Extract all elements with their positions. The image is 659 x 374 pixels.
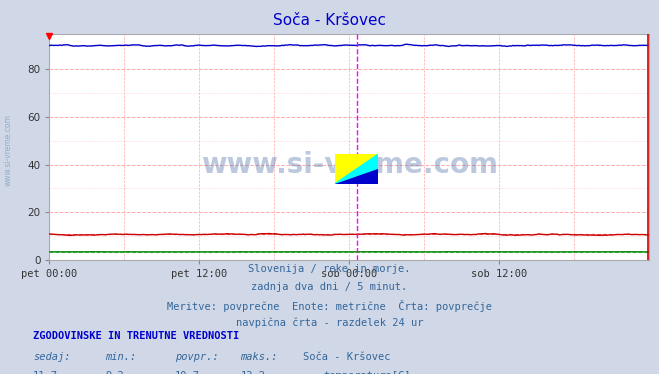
Text: zadnja dva dni / 5 minut.: zadnja dva dni / 5 minut. xyxy=(251,282,408,292)
Text: sedaj:: sedaj: xyxy=(33,352,71,362)
Polygon shape xyxy=(335,154,378,184)
Text: 11,7: 11,7 xyxy=(33,371,58,374)
Text: ZGODOVINSKE IN TRENUTNE VREDNOSTI: ZGODOVINSKE IN TRENUTNE VREDNOSTI xyxy=(33,331,239,341)
Polygon shape xyxy=(335,154,378,184)
Text: Slovenija / reke in morje.: Slovenija / reke in morje. xyxy=(248,264,411,274)
Text: www.si-vreme.com: www.si-vreme.com xyxy=(201,151,498,179)
Text: maks.:: maks.: xyxy=(241,352,278,362)
Text: min.:: min.: xyxy=(105,352,136,362)
Text: navpična črta - razdelek 24 ur: navpična črta - razdelek 24 ur xyxy=(236,318,423,328)
Text: temperatura[C]: temperatura[C] xyxy=(323,371,411,374)
Polygon shape xyxy=(335,169,378,184)
Text: 13,2: 13,2 xyxy=(241,371,266,374)
Text: Soča - Kršovec: Soča - Kršovec xyxy=(273,13,386,28)
Text: Meritve: povprečne  Enote: metrične  Črta: povprečje: Meritve: povprečne Enote: metrične Črta:… xyxy=(167,300,492,312)
Text: 9,2: 9,2 xyxy=(105,371,124,374)
Text: 10,7: 10,7 xyxy=(175,371,200,374)
Text: Soča - Kršovec: Soča - Kršovec xyxy=(303,352,391,362)
Text: www.si-vreme.com: www.si-vreme.com xyxy=(4,114,13,186)
Text: povpr.:: povpr.: xyxy=(175,352,218,362)
